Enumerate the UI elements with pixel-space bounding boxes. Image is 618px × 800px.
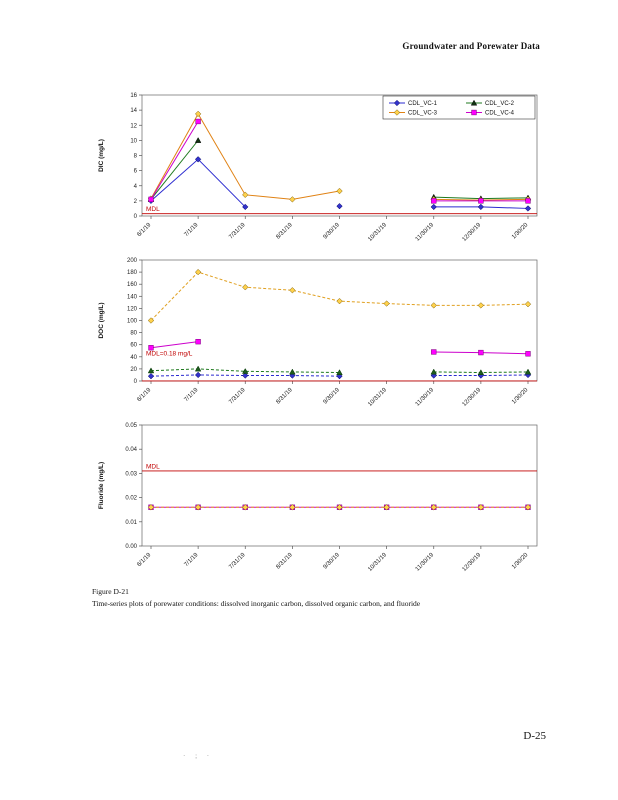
svg-text:0: 0 bbox=[134, 214, 138, 220]
svg-text:9/30/19: 9/30/19 bbox=[323, 552, 342, 571]
page-header: Groundwater and Porewater Data bbox=[402, 41, 540, 51]
svg-text:40: 40 bbox=[130, 355, 137, 361]
svg-text:11/30/19: 11/30/19 bbox=[415, 552, 436, 573]
mdl-label: MDL bbox=[146, 206, 160, 213]
scan-artifact: · ; · bbox=[183, 752, 214, 760]
svg-text:180: 180 bbox=[127, 270, 138, 276]
svg-text:2: 2 bbox=[134, 199, 138, 205]
svg-text:9/30/19: 9/30/19 bbox=[323, 222, 342, 241]
figure-description: Time-series plots of porewater condition… bbox=[92, 599, 421, 609]
svg-text:0.01: 0.01 bbox=[125, 520, 137, 526]
svg-text:10: 10 bbox=[130, 138, 137, 144]
series-CDL_VC-3 bbox=[147, 504, 532, 511]
svg-text:0.03: 0.03 bbox=[125, 471, 137, 477]
svg-text:200: 200 bbox=[127, 258, 138, 264]
svg-text:12: 12 bbox=[130, 123, 137, 129]
page-number: D-25 bbox=[523, 730, 546, 742]
svg-text:0.02: 0.02 bbox=[125, 496, 137, 502]
svg-text:100: 100 bbox=[127, 319, 138, 325]
svg-text:0.05: 0.05 bbox=[125, 423, 137, 429]
svg-text:60: 60 bbox=[130, 343, 137, 349]
plot-border bbox=[141, 259, 538, 382]
svg-text:6/1/19: 6/1/19 bbox=[136, 552, 153, 569]
y-axis-title: DOC (mg/L) bbox=[98, 302, 105, 338]
svg-text:8: 8 bbox=[134, 154, 138, 160]
doc-chart-svg: 0 20 40 60 80 100 120 140 160 180 200 6/1/19 7/1/19 7… bbox=[98, 258, 538, 408]
svg-text:7/31/19: 7/31/19 bbox=[228, 552, 247, 571]
svg-text:12/30/19: 12/30/19 bbox=[462, 387, 483, 408]
svg-text:1/30/20: 1/30/20 bbox=[511, 387, 530, 406]
y-axis-title: DIC (mg/L) bbox=[98, 139, 105, 172]
svg-text:CDL_VC-4: CDL_VC-4 bbox=[485, 111, 515, 117]
series-CDL_VC-2 bbox=[147, 365, 532, 376]
svg-text:12/30/19: 12/30/19 bbox=[462, 552, 483, 573]
svg-text:6/1/19: 6/1/19 bbox=[136, 387, 153, 404]
svg-text:6/1/19: 6/1/19 bbox=[136, 222, 153, 239]
plot-border bbox=[141, 424, 538, 547]
svg-text:4: 4 bbox=[134, 184, 138, 190]
svg-text:7/1/19: 7/1/19 bbox=[183, 552, 200, 569]
svg-text:8/31/19: 8/31/19 bbox=[275, 222, 294, 241]
svg-text:8/31/19: 8/31/19 bbox=[275, 387, 294, 406]
svg-text:12/30/19: 12/30/19 bbox=[462, 222, 483, 243]
mdl-label: MDL=0.18 mg/L bbox=[146, 351, 193, 358]
svg-text:7/1/19: 7/1/19 bbox=[183, 387, 200, 404]
legend: CDL_VC-1 CDL_VC-2 CDL_VC-3 CDL_VC-4 bbox=[382, 95, 536, 120]
dic-chart: 0 2 4 6 8 10 12 14 16 6/1/19 7/1/19 7/31/19 8/31/19 9… bbox=[90, 85, 545, 255]
y-axis-title: Fluoride (mg/L) bbox=[98, 462, 105, 509]
svg-text:10/31/19: 10/31/19 bbox=[367, 387, 388, 408]
svg-text:16: 16 bbox=[130, 93, 137, 99]
dic-chart-svg: 0 2 4 6 8 10 12 14 16 6/1/19 7/1/19 7/31/19 8/31/19 9… bbox=[98, 93, 538, 243]
svg-text:7/31/19: 7/31/19 bbox=[228, 387, 247, 406]
svg-text:120: 120 bbox=[127, 306, 138, 312]
svg-text:0: 0 bbox=[134, 379, 138, 385]
svg-text:80: 80 bbox=[130, 331, 137, 337]
svg-text:CDL_VC-3: CDL_VC-3 bbox=[408, 111, 438, 117]
svg-text:11/30/19: 11/30/19 bbox=[415, 387, 436, 408]
svg-text:9/30/19: 9/30/19 bbox=[323, 387, 342, 406]
legend-item: CDL_VC-1 bbox=[389, 99, 438, 107]
series-CDL_VC-4 bbox=[148, 339, 531, 357]
svg-text:160: 160 bbox=[127, 282, 138, 288]
figure-label: Figure D-21 bbox=[92, 587, 129, 596]
legend-item: CDL_VC-2 bbox=[466, 99, 515, 107]
doc-chart: 0 20 40 60 80 100 120 140 160 180 200 6/1/19 7/1/19 7… bbox=[90, 250, 545, 420]
fluoride-chart: 0.00 0.01 0.02 0.03 0.04 0.05 6/1/19 7/1/19 7/31… bbox=[90, 415, 545, 585]
fluoride-chart-svg: 0.00 0.01 0.02 0.03 0.04 0.05 6/1/19 7/1/19 7/31… bbox=[98, 423, 538, 573]
svg-text:8/31/19: 8/31/19 bbox=[275, 552, 294, 571]
svg-text:0.04: 0.04 bbox=[125, 447, 137, 453]
series-CDL_VC-3 bbox=[147, 268, 532, 324]
svg-text:0.00: 0.00 bbox=[125, 544, 137, 550]
svg-text:7/31/19: 7/31/19 bbox=[228, 222, 247, 241]
svg-text:1/30/20: 1/30/20 bbox=[511, 552, 530, 571]
svg-text:11/30/19: 11/30/19 bbox=[415, 222, 436, 243]
legend-item: CDL_VC-3 bbox=[389, 109, 438, 117]
svg-text:6: 6 bbox=[134, 169, 138, 175]
series-CDL_VC-1 bbox=[147, 156, 532, 212]
svg-text:7/1/19: 7/1/19 bbox=[183, 222, 200, 239]
svg-text:20: 20 bbox=[130, 367, 137, 373]
svg-text:140: 140 bbox=[127, 294, 138, 300]
svg-text:14: 14 bbox=[130, 108, 137, 114]
mdl-label: MDL bbox=[146, 463, 160, 470]
svg-text:1/30/20: 1/30/20 bbox=[511, 222, 530, 241]
svg-text:CDL_VC-1: CDL_VC-1 bbox=[408, 101, 438, 107]
svg-text:CDL_VC-2: CDL_VC-2 bbox=[485, 101, 515, 107]
svg-text:10/31/19: 10/31/19 bbox=[367, 222, 388, 243]
figure-caption: Figure D-21 Time-series plots of porewat… bbox=[92, 586, 422, 610]
series-CDL_VC-4 bbox=[148, 118, 531, 204]
svg-text:10/31/19: 10/31/19 bbox=[367, 552, 388, 573]
legend-item: CDL_VC-4 bbox=[466, 109, 515, 117]
